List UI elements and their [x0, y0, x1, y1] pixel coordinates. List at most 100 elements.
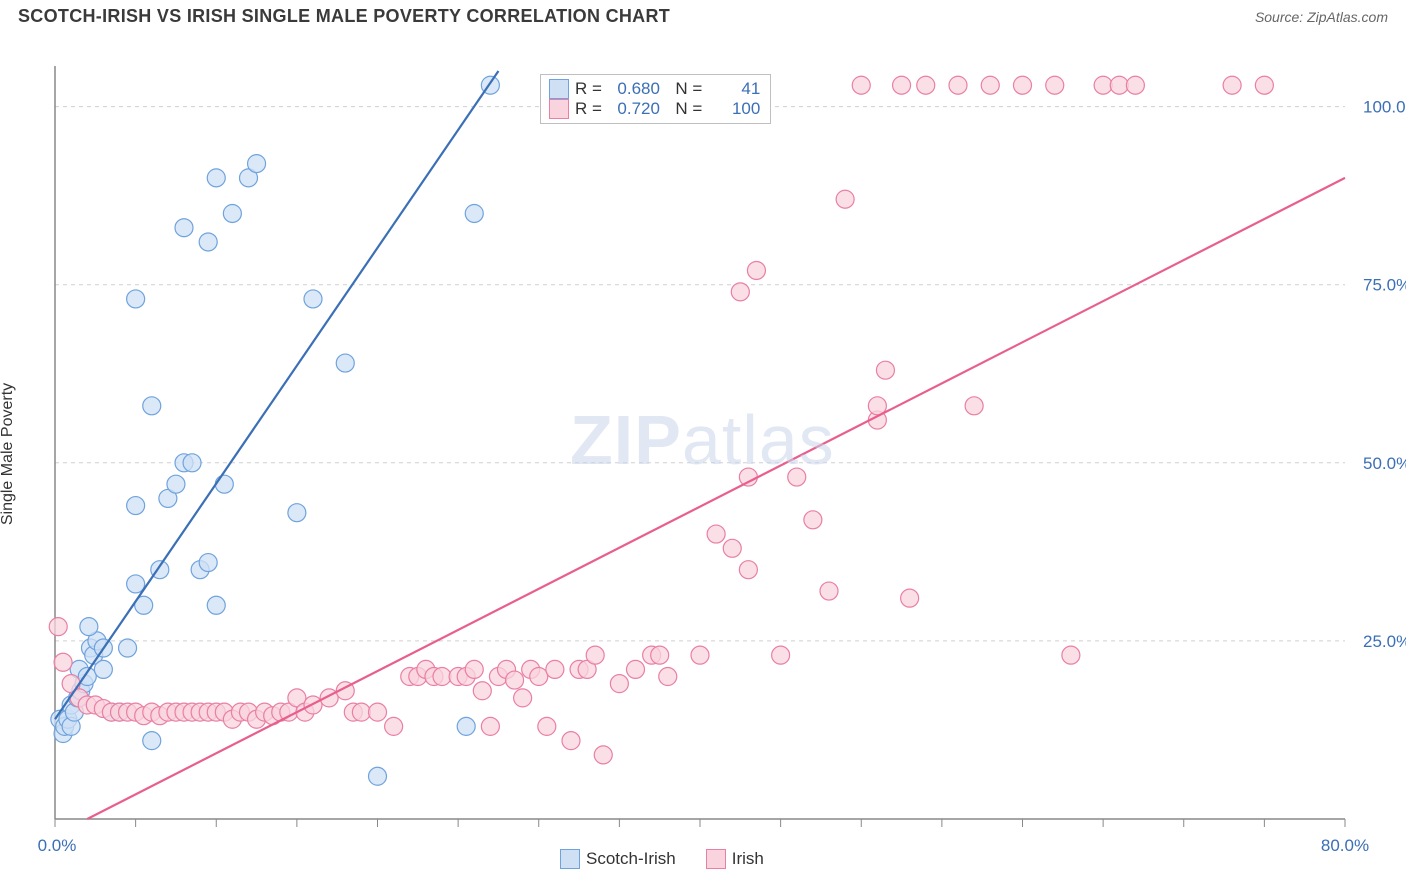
data-point	[1223, 76, 1241, 94]
data-point	[465, 204, 483, 222]
data-point	[481, 717, 499, 735]
data-point	[594, 746, 612, 764]
data-point	[981, 76, 999, 94]
scatter-chart: 25.0% 50.0% 75.0% 100.0% 0.0% 80.0%	[0, 29, 1406, 879]
data-point	[546, 660, 564, 678]
data-point	[739, 561, 757, 579]
data-point	[433, 668, 451, 686]
series-swatch	[706, 849, 726, 869]
data-point	[199, 554, 217, 572]
data-point	[304, 290, 322, 308]
data-point	[893, 76, 911, 94]
data-point	[788, 468, 806, 486]
series-name: Irish	[732, 849, 764, 869]
trend-line	[87, 178, 1345, 819]
stat-row: R = 0.720 N = 100	[549, 99, 760, 119]
data-point	[691, 646, 709, 664]
series-swatch	[560, 849, 580, 869]
stat-label: N =	[666, 99, 702, 119]
data-point	[659, 668, 677, 686]
stat-label: N =	[666, 79, 702, 99]
data-point	[562, 732, 580, 750]
data-point	[80, 618, 98, 636]
data-point	[127, 290, 145, 308]
y-tick-label: 25.0%	[1363, 632, 1406, 651]
data-point	[747, 261, 765, 279]
y-tick-label: 75.0%	[1363, 276, 1406, 295]
data-point	[248, 155, 266, 173]
data-point	[610, 675, 628, 693]
series-swatch	[549, 99, 569, 119]
data-point	[369, 703, 387, 721]
trend-line	[55, 71, 498, 719]
data-point	[901, 589, 919, 607]
svg-text:80.0%: 80.0%	[1321, 836, 1369, 855]
data-point	[127, 497, 145, 515]
chart-title: SCOTCH-IRISH VS IRISH SINGLE MALE POVERT…	[18, 6, 670, 27]
data-point	[538, 717, 556, 735]
series-swatch	[549, 79, 569, 99]
header: SCOTCH-IRISH VS IRISH SINGLE MALE POVERT…	[0, 0, 1406, 29]
data-point	[183, 454, 201, 472]
data-point	[530, 668, 548, 686]
svg-text:0.0%: 0.0%	[38, 836, 77, 855]
data-point	[54, 653, 72, 671]
data-point	[336, 354, 354, 372]
data-point	[457, 717, 475, 735]
y-tick-label: 50.0%	[1363, 454, 1406, 473]
data-point	[127, 575, 145, 593]
data-point	[207, 169, 225, 187]
data-point	[627, 660, 645, 678]
stat-row: R = 0.680 N = 41	[549, 79, 760, 99]
data-point	[852, 76, 870, 94]
stat-r-value: 0.720	[608, 99, 660, 119]
source-label: Source: ZipAtlas.com	[1255, 9, 1388, 25]
data-point	[836, 190, 854, 208]
stat-r-value: 0.680	[608, 79, 660, 99]
data-point	[223, 204, 241, 222]
data-point	[514, 689, 532, 707]
data-point	[1126, 76, 1144, 94]
stat-n-value: 100	[708, 99, 760, 119]
data-point	[707, 525, 725, 543]
series-legend: Scotch-Irish Irish	[560, 849, 764, 869]
stat-n-value: 41	[708, 79, 760, 99]
data-point	[119, 639, 137, 657]
data-point	[965, 397, 983, 415]
data-point	[1110, 76, 1128, 94]
legend-item: Irish	[706, 849, 764, 869]
data-point	[207, 596, 225, 614]
data-point	[288, 504, 306, 522]
data-point	[651, 646, 669, 664]
data-point	[1062, 646, 1080, 664]
data-point	[352, 703, 370, 721]
data-point	[876, 361, 894, 379]
legend-item: Scotch-Irish	[560, 849, 676, 869]
data-point	[167, 475, 185, 493]
y-tick-label: 100.0%	[1363, 98, 1406, 117]
chart-area: Single Male Poverty 25.0% 50.0% 75.0% 100.0…	[0, 29, 1406, 879]
data-point	[1094, 76, 1112, 94]
data-point	[1255, 76, 1273, 94]
data-point	[199, 233, 217, 251]
data-point	[1046, 76, 1064, 94]
stat-label: R =	[575, 99, 602, 119]
data-point	[772, 646, 790, 664]
data-point	[465, 660, 483, 678]
data-point	[175, 219, 193, 237]
data-point	[385, 717, 403, 735]
data-point	[804, 511, 822, 529]
data-point	[143, 397, 161, 415]
data-point	[473, 682, 491, 700]
data-point	[949, 76, 967, 94]
data-point	[820, 582, 838, 600]
data-point	[506, 671, 524, 689]
data-point	[1014, 76, 1032, 94]
data-point	[215, 475, 233, 493]
data-point	[94, 660, 112, 678]
data-point	[369, 767, 387, 785]
y-axis-label: Single Male Poverty	[0, 383, 17, 525]
data-point	[739, 468, 757, 486]
data-point	[917, 76, 935, 94]
data-point	[49, 618, 67, 636]
